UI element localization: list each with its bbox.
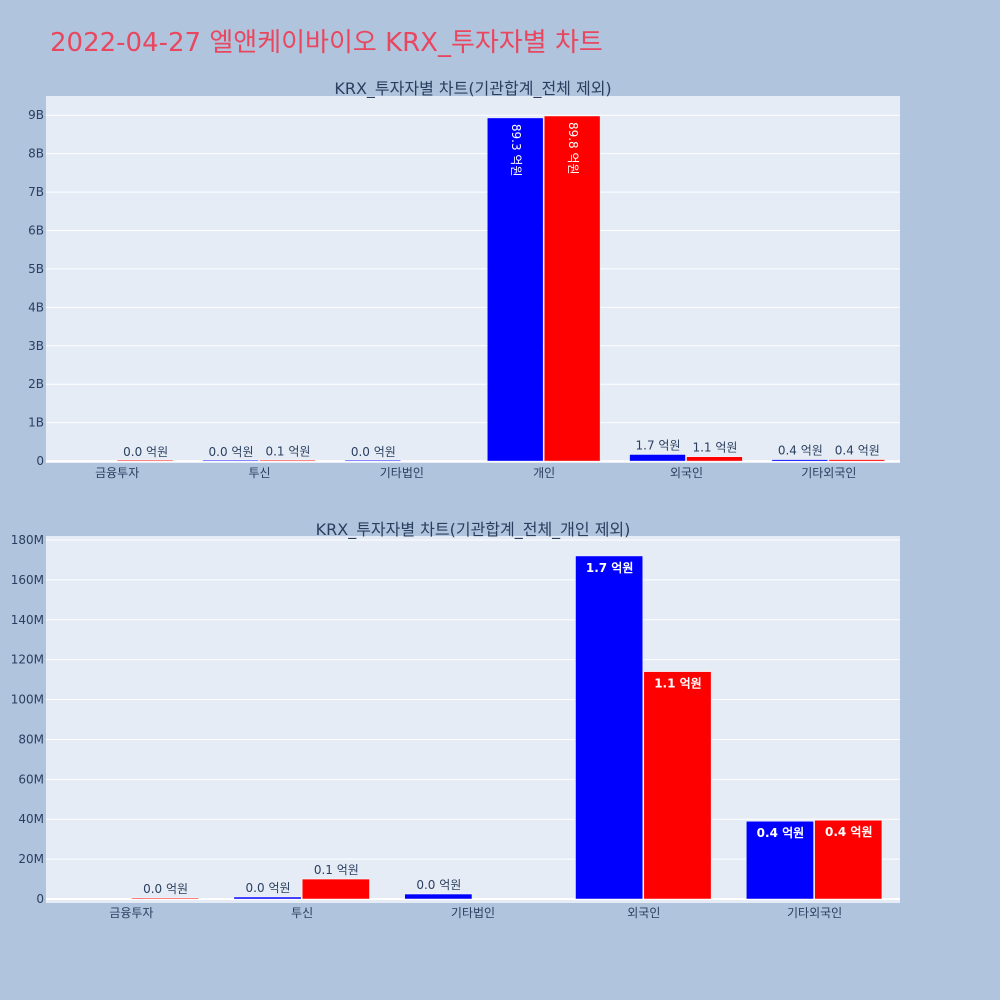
bar-value-label: 89.3 억원 [509, 124, 523, 177]
y-tick-label: 160M [11, 573, 44, 587]
y-tick-label: 9B [28, 108, 44, 122]
y-tick-label: 180M [11, 533, 44, 547]
y-tick-label: 8B [28, 147, 44, 161]
bar [686, 456, 743, 462]
bar-value-label: 1.7 억원 [636, 438, 681, 452]
bar-value-label: 0.0 억원 [416, 878, 461, 892]
y-tick-label: 60M [18, 772, 44, 786]
y-tick-label: 3B [28, 339, 44, 353]
bar-value-label: 0.0 억원 [351, 445, 396, 459]
x-tick-label: 기타외국인 [787, 906, 842, 920]
y-tick-label: 4B [28, 300, 44, 314]
bar [643, 671, 712, 900]
bar [771, 459, 829, 462]
bar-value-label: 0.0 억원 [209, 445, 254, 459]
y-tick-label: 0 [36, 892, 44, 906]
page-title: 2022-04-27 엘앤케이바이오 KRX_투자자별 차트 [50, 28, 603, 58]
x-tick-label: 외국인 [670, 466, 703, 480]
bar-value-label: 0.4 억원 [778, 444, 823, 458]
y-tick-label: 20M [18, 852, 44, 866]
bar-value-label: 1.1 억원 [692, 441, 737, 455]
bar [814, 819, 883, 900]
y-tick-label: 7B [28, 185, 44, 199]
y-tick-label: 0 [36, 454, 44, 468]
x-tick-label: 기타법인 [451, 906, 495, 920]
bar [575, 555, 644, 900]
y-tick-label: 140M [11, 613, 44, 627]
y-tick-label: 80M [18, 732, 44, 746]
bar-value-label: 0.4 억원 [757, 826, 805, 840]
bar-value-label: 1.1 억원 [654, 677, 702, 691]
x-tick-label: 투신 [291, 906, 313, 920]
bar [543, 115, 601, 462]
x-tick-label: 금융투자 [95, 466, 139, 480]
bar [344, 459, 402, 462]
y-tick-label: 40M [18, 812, 44, 826]
y-tick-label: 6B [28, 224, 44, 238]
y-tick-label: 1B [28, 416, 44, 430]
y-tick-label: 100M [11, 693, 44, 707]
y-tick-label: 5B [28, 262, 44, 276]
x-tick-label: 개인 [533, 466, 555, 480]
bar-value-label: 0.0 억원 [246, 881, 291, 895]
y-tick-label: 120M [11, 653, 44, 667]
x-tick-label: 외국인 [627, 906, 660, 920]
bar-value-label: 0.0 억원 [143, 882, 188, 896]
plot-area [46, 96, 900, 463]
bar [233, 896, 302, 900]
bar-value-label: 0.4 억원 [825, 825, 873, 839]
bar [629, 454, 686, 462]
x-tick-label: 기타외국인 [801, 466, 856, 480]
bar [131, 897, 199, 900]
y-tick-label: 2B [28, 377, 44, 391]
bar-value-label: 0.1 억원 [265, 445, 310, 459]
bar [746, 820, 814, 900]
chart-1: 0 1B 2B 3B 4B 5B 6B 7B 8B 9B KRX_투자자별 차트(기관합계_전체 제… [28, 79, 900, 480]
bar-value-label: 89.8 억원 [566, 122, 580, 175]
chart-2: 0 20M 40M 60M 80M 100M 120M 140M 160M 180M KRX_투자자… [11, 520, 900, 920]
bar [301, 878, 370, 900]
x-tick-label: 투신 [248, 466, 270, 480]
bar [202, 459, 259, 462]
chart-title: KRX_투자자별 차트(기관합계_전체 제외) [334, 79, 611, 99]
bar [486, 117, 544, 462]
chart-title: KRX_투자자별 차트(기관합계_전체_개인 제외) [316, 520, 631, 540]
bar-value-label: 1.7 억원 [586, 561, 634, 575]
bar-value-label: 0.4 억원 [835, 444, 880, 458]
bar-value-label: 0.0 억원 [123, 445, 168, 459]
bar [828, 459, 886, 462]
bar [259, 459, 316, 462]
bar-value-label: 0.1 억원 [314, 863, 359, 877]
bar [404, 893, 473, 900]
x-tick-label: 금융투자 [109, 906, 153, 920]
bar [116, 459, 174, 462]
x-tick-label: 기타법인 [380, 466, 424, 480]
